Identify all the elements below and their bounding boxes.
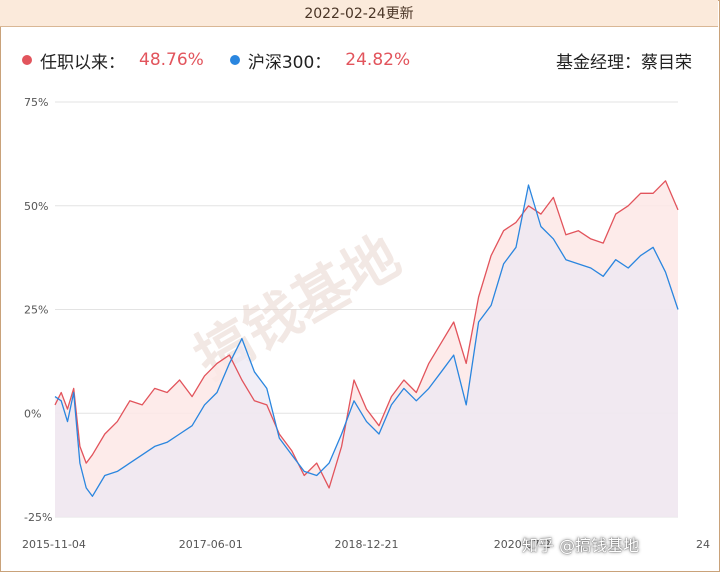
x-tick-label: 2017-06-01 [179,538,243,551]
zhihu-watermark: 知乎 @搞钱基地 [522,536,640,555]
series-line-1 [54,184,679,497]
y-tick-label: -25% [24,511,52,524]
fund-manager: 基金经理：蔡目荣 [556,52,692,73]
update-date: 2022-02-24更新 [304,6,414,22]
y-tick-label: 75% [24,96,48,109]
bench-legend-label: 沪深300： [247,52,332,73]
update-header: 2022-02-24更新 [0,0,718,27]
area-fills [55,180,678,518]
series-area-1 [55,185,678,517]
y-tick-label: 50% [24,200,48,213]
x-axis-ticks: 2015-11-04 2017-06-01 2018-12-21 2020-07-2 2… [22,538,710,551]
y-tick-label: 0% [24,407,41,420]
series-lines [54,180,679,497]
x-tick-label: 2015-11-04 [22,538,86,551]
x-tick-label: 2020-07-2 [494,538,551,551]
bench-legend-dot [229,55,240,65]
x-tick-label: 24 [696,538,710,551]
x-tick-label: 2018-12-21 [335,538,399,551]
legend: 任职以来： 48.76% 沪深300： 24.82% 基金经理：蔡目荣 [22,46,692,74]
fund-legend-value: 48.76% [139,50,204,70]
fund-legend-dot [22,55,32,65]
series-line-0 [54,180,679,489]
y-tick-label: 25% [24,304,48,317]
bench-legend-value: 24.82% [345,50,411,70]
fund-legend-label: 任职以来： [40,52,125,73]
y-axis-ticks: 75% 50% 25% 0% -25% [24,96,52,524]
